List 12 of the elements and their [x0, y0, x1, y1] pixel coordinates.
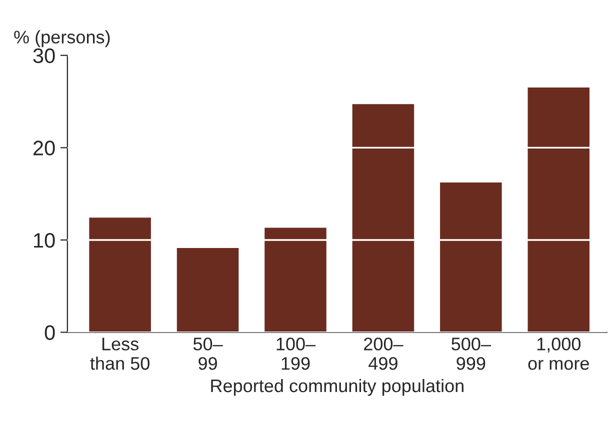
x-tick-label: 1,000 or more — [528, 338, 589, 370]
x-tick-label: Less than 50 — [90, 338, 150, 370]
y-tick-label: 20 — [34, 140, 55, 156]
x-tick-label: 100– 199 — [276, 338, 316, 370]
y-tick-label: 30 — [33, 48, 55, 64]
y-tick-label: 10 — [34, 232, 55, 248]
x-tick-label: 500– 999 — [452, 338, 491, 370]
x-tick-label: 50– 99 — [193, 338, 223, 370]
y-axis-title: % (persons) — [14, 30, 110, 48]
x-tick-label: 200– 499 — [364, 338, 404, 370]
x-axis-title: Reported community population — [211, 378, 464, 396]
y-tick-label: 0 — [44, 325, 55, 340]
